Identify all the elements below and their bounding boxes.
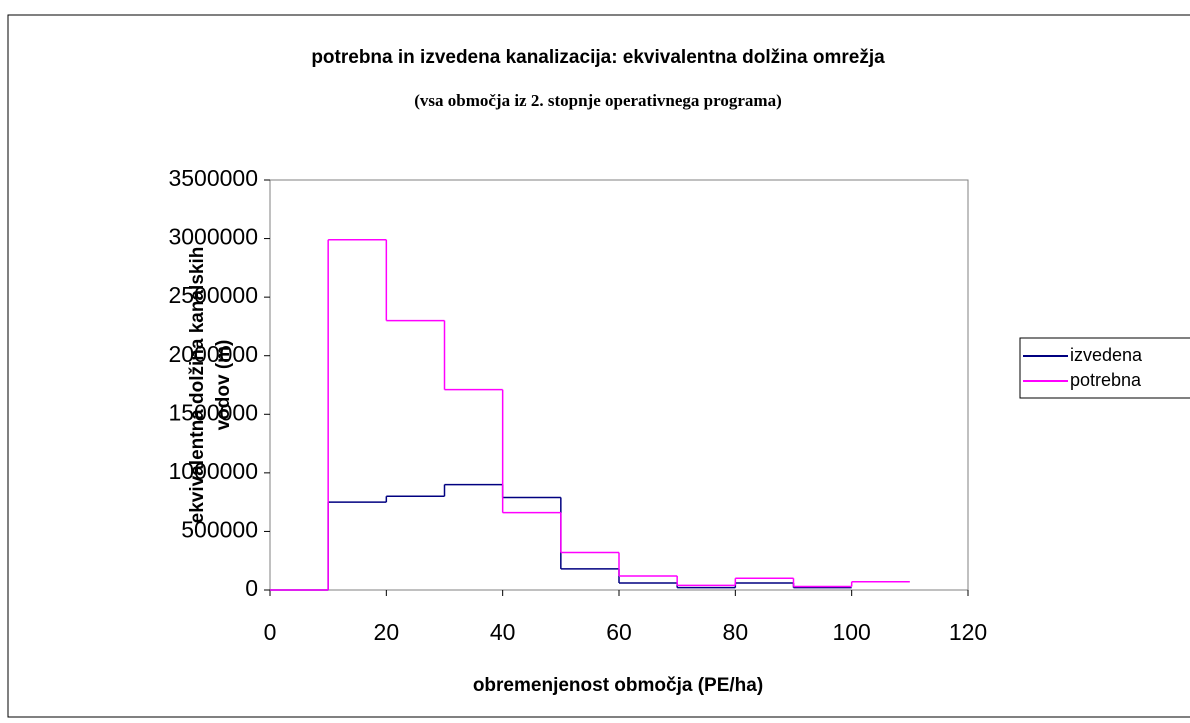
y-axis-label-line: ekvivalentna dolžina kanalskih [187, 247, 208, 524]
y-tick-label: 0 [245, 575, 258, 601]
legend [1019, 337, 1190, 399]
y-axis-label-line: vodov (m) [213, 340, 234, 431]
y-tick-label: 2500000 [168, 282, 258, 308]
legend-label: potrebna [1070, 370, 1142, 390]
x-tick-label: 60 [606, 619, 632, 645]
x-tick-label: 40 [490, 619, 516, 645]
y-tick-label: 500000 [181, 517, 258, 543]
x-tick-label: 0 [264, 619, 277, 645]
y-tick-label: 1500000 [168, 399, 258, 425]
x-tick-label: 100 [832, 619, 870, 645]
x-axis-label: obremenjenost območja (PE/ha) [473, 675, 763, 696]
x-tick-label: 120 [949, 619, 987, 645]
y-tick-label: 1000000 [168, 458, 258, 484]
y-tick-label: 3000000 [168, 224, 258, 250]
chart-subtitle: (vsa območja iz 2. stopnje operativnega … [414, 91, 782, 110]
chart-frame [7, 14, 1190, 718]
y-tick-label: 2000000 [168, 341, 258, 367]
x-tick-label: 80 [723, 619, 749, 645]
x-tick-label: 20 [374, 619, 400, 645]
chart-title: potrebna in izvedena kanalizacija: ekviv… [311, 47, 885, 68]
legend-label: izvedena [1070, 345, 1143, 365]
y-axis-label: ekvivalentna dolžina kanalskih vodov (m) [187, 247, 234, 524]
y-tick-label: 3500000 [168, 165, 258, 191]
